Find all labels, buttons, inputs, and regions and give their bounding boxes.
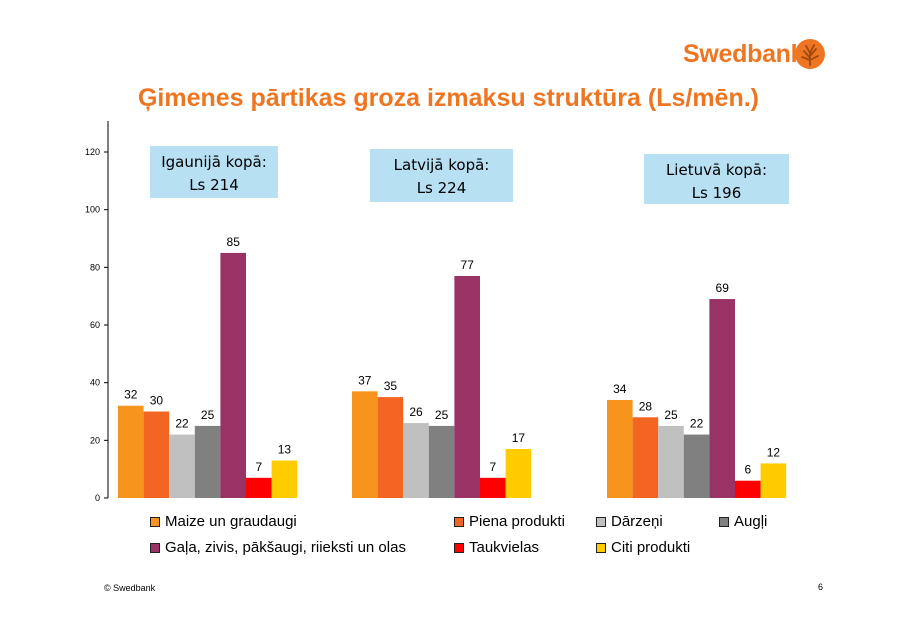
bar: [169, 434, 195, 498]
group-total-callout: [370, 149, 513, 202]
callout-title: Latvijā kopā:: [394, 156, 490, 174]
bar: [480, 477, 506, 498]
brand-name: Swedbank: [683, 40, 805, 68]
data-label: 26: [409, 405, 423, 419]
bar: [658, 425, 684, 498]
legend-swatch: [596, 516, 606, 527]
legend-label: Dārzeņi: [611, 513, 663, 530]
y-tick-label: 100: [85, 205, 100, 215]
legend-swatch: [719, 516, 729, 527]
data-label: 22: [690, 417, 704, 431]
legend-item: Augļi: [719, 513, 767, 530]
group-total-callout: [644, 154, 789, 204]
legend-item: Maize un graudaugi: [150, 513, 297, 530]
callout-total: Ls 214: [189, 176, 239, 194]
data-label: 6: [744, 463, 751, 477]
legend-item: Citi produkti: [596, 539, 690, 556]
y-tick-label: 40: [90, 378, 100, 388]
bar: [607, 399, 633, 498]
data-label: 7: [255, 460, 262, 474]
legend-label: Taukvielas: [469, 539, 540, 556]
data-label: 30: [150, 394, 164, 408]
bar: [709, 299, 735, 498]
bar: [632, 417, 659, 498]
y-tick-label: 0: [95, 493, 100, 503]
data-label: 13: [278, 443, 292, 457]
bar: [271, 460, 298, 498]
data-label: 35: [384, 379, 398, 393]
data-label: 77: [461, 258, 475, 272]
y-tick-label: 80: [90, 262, 100, 272]
bar: [352, 391, 378, 498]
bar: [760, 463, 787, 498]
legend-swatch: [596, 542, 606, 553]
legend-label: Gaļa, zivis, pākšaugi, riieksti un olas: [165, 539, 406, 556]
bar: [735, 480, 761, 498]
legend-swatch: [454, 542, 464, 553]
data-label: 28: [639, 399, 653, 413]
y-tick-label: 20: [90, 435, 100, 445]
data-label: 25: [201, 408, 215, 422]
data-label: 25: [664, 408, 678, 422]
data-label: 34: [613, 382, 627, 396]
data-label: 22: [175, 417, 189, 431]
legend-swatch: [150, 542, 160, 553]
copyright-text: © Swedbank: [104, 583, 156, 593]
legend-swatch: [150, 516, 160, 527]
legend-label: Maize un graudaugi: [165, 513, 297, 530]
oak-tree-logo-icon: [795, 39, 825, 69]
callout-title: Igaunijā kopā:: [161, 153, 267, 171]
bar: [505, 448, 532, 498]
callout-total: Ls 224: [417, 179, 467, 197]
bar: [118, 405, 144, 498]
data-label: 12: [767, 445, 781, 459]
bar: [428, 425, 455, 498]
bar: [377, 397, 404, 498]
y-tick-label: 120: [85, 147, 100, 157]
bar: [194, 425, 221, 498]
legend-label: Piena produkti: [469, 513, 565, 530]
swedbank-logo: Swedbank: [683, 38, 828, 78]
data-label: 25: [435, 408, 449, 422]
legend-item: Taukvielas: [454, 539, 539, 556]
bar: [403, 423, 429, 498]
data-label: 37: [358, 373, 372, 387]
data-label: 85: [227, 235, 241, 249]
data-label: 69: [716, 281, 730, 295]
bar: [220, 252, 246, 498]
data-label: 32: [124, 388, 138, 402]
legend-swatch: [454, 516, 464, 527]
bar: [246, 477, 272, 498]
bar: [683, 434, 710, 498]
legend-item: Gaļa, zivis, pākšaugi, riieksti un olas: [150, 539, 406, 556]
bar: [143, 411, 170, 498]
callout-total: Ls 196: [692, 184, 742, 202]
group-total-callout: [150, 146, 278, 198]
page-number: 6: [818, 582, 824, 592]
callout-title: Lietuvā kopā:: [666, 161, 767, 179]
legend-label: Augļi: [734, 513, 768, 530]
legend-item: Dārzeņi: [596, 513, 663, 530]
slide-title: Ģimenes pārtikas groza izmaksu struktūra…: [137, 84, 760, 112]
legend-label: Citi produkti: [611, 539, 691, 556]
data-label: 7: [489, 460, 496, 474]
legend-item: Piena produkti: [454, 513, 565, 530]
y-tick-label: 60: [90, 320, 100, 330]
bar: [454, 275, 480, 498]
data-label: 17: [512, 431, 526, 445]
